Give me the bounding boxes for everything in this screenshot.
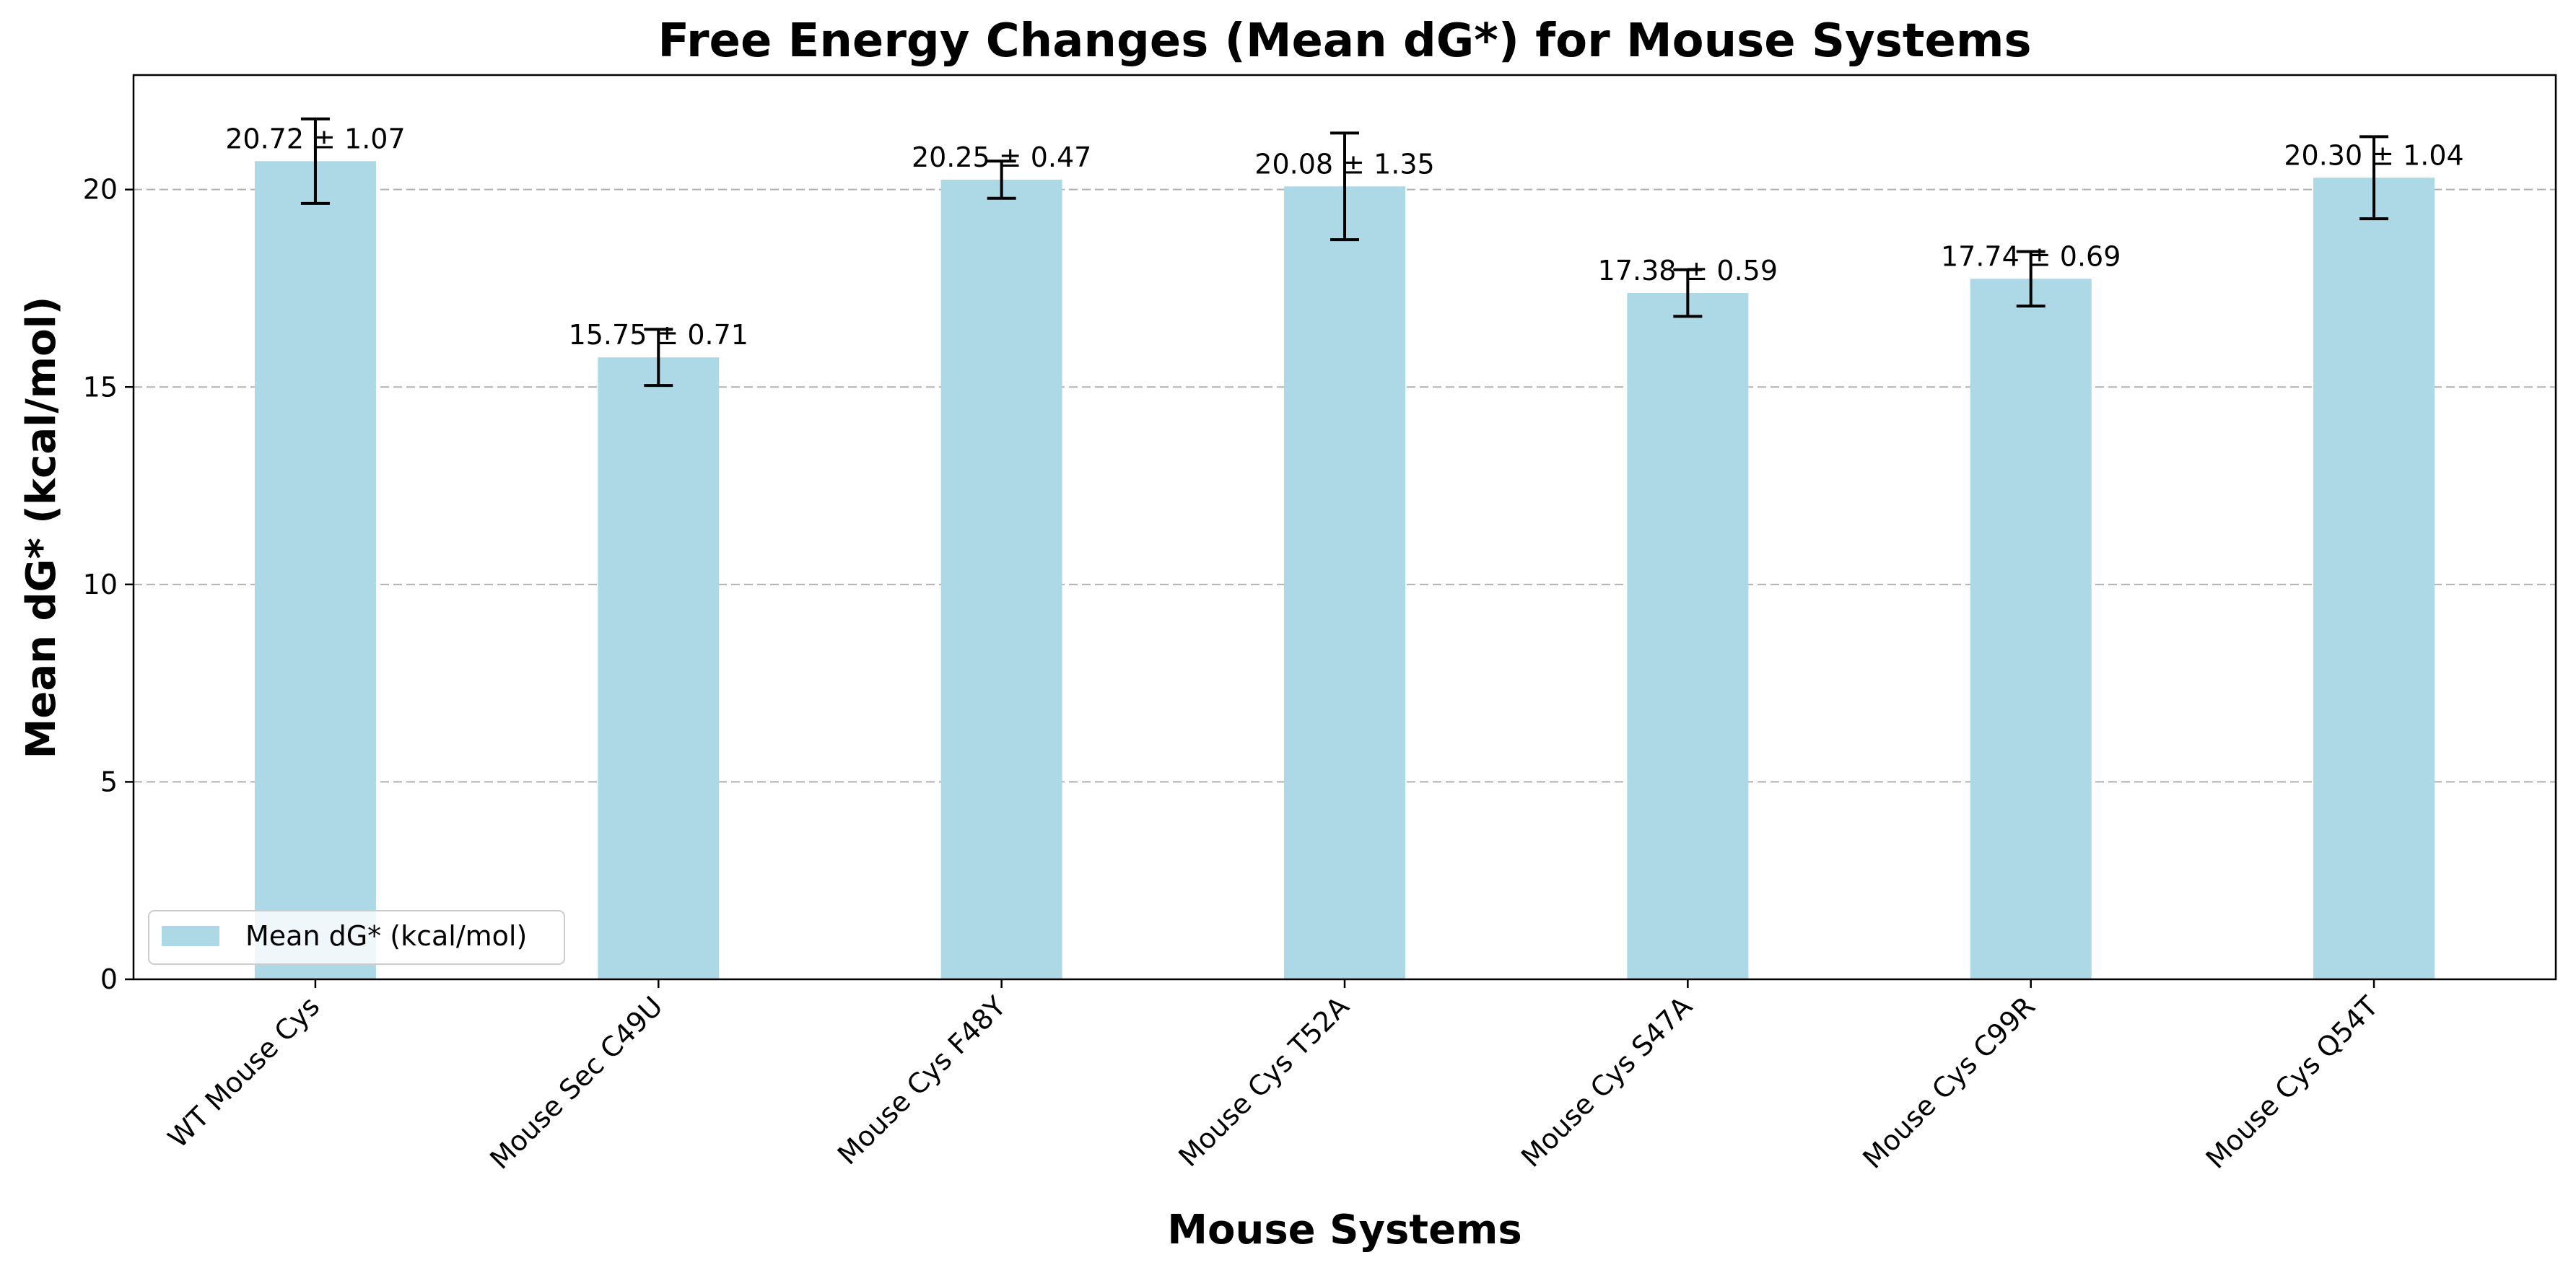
y-tick-label: 20 xyxy=(83,174,118,206)
legend: Mean dG* (kcal/mol) xyxy=(148,910,565,965)
value-label: 17.74 ± 0.69 xyxy=(1941,240,2121,272)
y-tick-label: 10 xyxy=(83,569,118,600)
chart-title: Free Energy Changes (Mean dG*) for Mouse… xyxy=(658,14,2031,68)
x-tick-label: Mouse Cys C99R xyxy=(1856,990,2041,1175)
value-label: 20.25 ± 0.47 xyxy=(912,141,1091,173)
x-tick-label: Mouse Cys T52A xyxy=(1172,990,1355,1173)
x-tick-label: Mouse Cys S47A xyxy=(1515,990,1698,1173)
value-label: 15.75 ± 0.71 xyxy=(569,319,748,351)
x-axis-ticks: WT Mouse Cys Mouse Sec C49U Mouse Cys F48Y… xyxy=(162,979,2385,1176)
value-labels: 20.72 ± 1.07 15.75 ± 0.71 20.25 ± 0.47 20.0… xyxy=(225,123,2464,351)
bar xyxy=(1970,279,2092,980)
y-tick-label: 15 xyxy=(83,371,118,403)
x-tick-label: Mouse Cys F48Y xyxy=(831,990,1013,1171)
bar xyxy=(1627,293,1749,979)
bars xyxy=(254,161,2435,980)
bar xyxy=(2313,178,2435,980)
y-tick-label: 5 xyxy=(100,766,118,797)
legend-box xyxy=(148,910,565,965)
y-axis-label: Mean dG* (kcal/mol) xyxy=(18,297,65,759)
value-label: 20.08 ± 1.35 xyxy=(1254,148,1434,180)
x-tick-label: Mouse Sec C49U xyxy=(484,990,668,1175)
legend-swatch xyxy=(162,926,219,946)
bar xyxy=(598,357,720,979)
bar xyxy=(254,161,376,979)
y-tick-label: 0 xyxy=(100,963,118,995)
x-axis-label: Mouse Systems xyxy=(1167,1207,1521,1254)
y-axis-ticks: 0 5 10 15 20 xyxy=(83,174,134,995)
error-bars xyxy=(300,117,2389,388)
bar xyxy=(940,179,1062,980)
value-label: 20.72 ± 1.07 xyxy=(225,123,405,154)
x-tick-label: WT Mouse Cys xyxy=(162,990,326,1154)
value-label: 20.30 ± 1.04 xyxy=(2284,139,2463,171)
x-tick-label: Mouse Cys Q54T xyxy=(2200,990,2385,1175)
bar xyxy=(1284,186,1405,979)
legend-label: Mean dG* (kcal/mol) xyxy=(245,920,527,952)
value-label: 17.38 ± 0.59 xyxy=(1598,255,1778,286)
